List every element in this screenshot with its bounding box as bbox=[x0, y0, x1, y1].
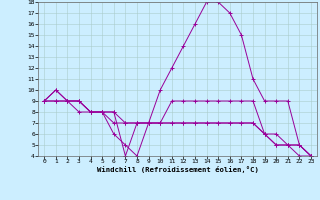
X-axis label: Windchill (Refroidissement éolien,°C): Windchill (Refroidissement éolien,°C) bbox=[97, 166, 259, 173]
